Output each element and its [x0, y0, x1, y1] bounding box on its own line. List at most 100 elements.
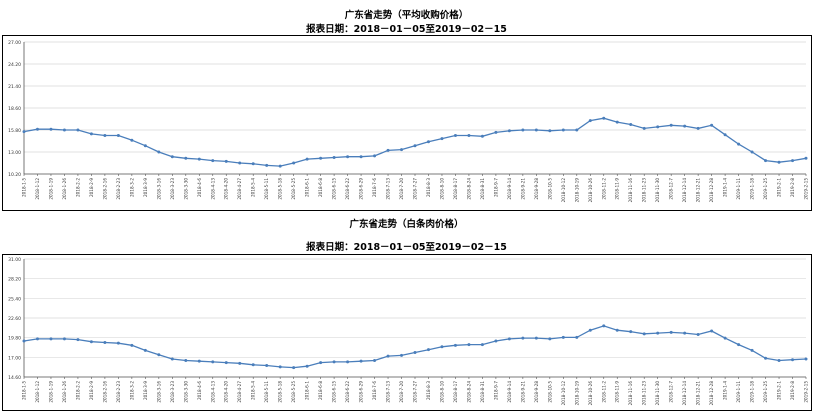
x-tick-label: 2019-1-25 [763, 381, 768, 403]
data-point [804, 156, 808, 160]
data-point [602, 324, 606, 328]
data-point [265, 363, 269, 367]
data-point [750, 348, 754, 352]
x-tick-label: 2018-9-7 [493, 381, 498, 400]
x-tick-label: 2019-1-25 [763, 178, 768, 200]
data-point [575, 335, 579, 339]
x-tick-label: 2018-10-19 [574, 381, 579, 406]
x-tick-label: 2018-3-30 [183, 381, 188, 403]
x-tick-label: 2018-12-28 [709, 381, 714, 406]
data-point [683, 331, 687, 335]
data-point [211, 360, 215, 364]
y-tick-label: 17.00 [8, 355, 21, 361]
x-tick-label: 2018-10-5 [547, 178, 552, 200]
data-point [197, 157, 201, 161]
x-tick-label: 2018-9-14 [507, 381, 512, 403]
x-tick-label: 2018-8-17 [453, 381, 458, 403]
x-tick-label: 2019-2-15 [804, 178, 809, 200]
x-tick-label: 2018-6-1 [305, 381, 310, 400]
x-tick-label: 2018-10-5 [547, 381, 552, 403]
data-point [777, 358, 781, 362]
data-point [467, 343, 471, 347]
x-tick-label: 2018-2-9 [89, 178, 94, 197]
x-tick-label: 2018-4-6 [197, 381, 202, 400]
x-tick-label: 2018-12-7 [669, 381, 674, 403]
x-tick-label: 2019-1-11 [736, 381, 741, 403]
data-point [656, 125, 660, 129]
x-tick-label: 2018-10-12 [561, 178, 566, 203]
x-tick-label: 2018-9-28 [534, 178, 539, 200]
data-point [251, 162, 255, 166]
data-point [211, 159, 215, 163]
x-tick-label: 2019-1-18 [750, 178, 755, 200]
x-tick-label: 2018-11-30 [655, 178, 660, 203]
data-point [534, 128, 538, 132]
series-line [23, 117, 807, 167]
x-tick-label: 2018-10-26 [588, 178, 593, 203]
x-tick-label: 2018-3-9 [143, 178, 148, 197]
data-point [265, 163, 269, 167]
x-tick-label: 2018-10-26 [588, 381, 593, 406]
data-point [386, 148, 390, 152]
data-point [89, 340, 93, 344]
data-point [791, 358, 795, 362]
x-tick-label: 2018-9-21 [520, 381, 525, 403]
data-point [373, 358, 377, 362]
x-tick-label: 2018-1-26 [62, 381, 67, 403]
x-tick-label: 2018-6-22 [345, 381, 350, 403]
x-tick-label: 2018-1-5 [22, 178, 27, 197]
x-tick-label: 2018-1-12 [35, 178, 40, 200]
data-point [804, 357, 808, 361]
data-point [588, 119, 592, 123]
x-tick-label: 2018-6-29 [359, 381, 364, 403]
chart-2-panel: 31.00 28.20 25.40 22.60 19.80 17.00 14.60 2018-… [2, 254, 812, 411]
x-tick-label: 2018-7-20 [399, 381, 404, 403]
x-tick-label: 2018-3-16 [156, 178, 161, 200]
y-tick-label: 18.60 [8, 106, 21, 112]
x-tick-label: 2018-1-12 [35, 381, 40, 403]
y-tick-label: 14.60 [8, 375, 21, 381]
data-point [359, 155, 363, 159]
x-tick-label: 2019-2-8 [790, 381, 795, 400]
x-tick-label: 2018-4-20 [224, 381, 229, 403]
y-tick-label: 19.80 [8, 336, 21, 342]
data-point [49, 127, 53, 131]
data-point [413, 144, 417, 148]
x-tick-label: 2018-7-27 [413, 381, 418, 403]
data-point [413, 351, 417, 355]
data-point [130, 343, 134, 347]
chart-1-panel: 27.00 24.20 21.40 18.60 15.80 13.00 10.20 2018-… [2, 35, 812, 211]
y-tick-label: 15.80 [8, 128, 21, 134]
data-point [224, 361, 228, 365]
data-point [386, 354, 390, 358]
x-tick-label: 2018-2-16 [102, 381, 107, 403]
x-tick-label: 2018-2-2 [75, 178, 80, 197]
data-point [292, 366, 296, 370]
x-tick-label: 2018-4-6 [197, 178, 202, 197]
data-point [561, 335, 565, 339]
data-point [426, 348, 430, 352]
x-tick-label: 2018-8-17 [453, 178, 458, 200]
y-tick-label: 21.40 [8, 84, 21, 90]
x-tick-label: 2018-12-21 [696, 381, 701, 406]
x-tick-label: 2018-12-28 [709, 178, 714, 203]
x-tick-label: 2018-9-14 [507, 178, 512, 200]
x-tick-label: 2018-8-10 [439, 381, 444, 403]
data-point [251, 363, 255, 367]
x-tick-label: 2018-2-9 [89, 381, 94, 400]
x-tick-label: 2019-1-4 [723, 381, 728, 400]
x-tick-label: 2018-4-27 [237, 178, 242, 200]
x-tick-label: 2018-11-16 [628, 381, 633, 406]
data-point [669, 123, 673, 127]
data-point [588, 328, 592, 332]
data-point [346, 155, 350, 159]
data-point [116, 134, 120, 137]
x-tick-label: 2018-6-15 [332, 381, 337, 403]
data-point [278, 365, 282, 369]
y-tick-label: 25.40 [8, 296, 21, 302]
x-tick-label: 2018-11-2 [601, 381, 606, 403]
x-tick-label: 2018-7-13 [386, 178, 391, 200]
data-point [22, 130, 26, 134]
data-point [305, 364, 309, 368]
data-point [76, 128, 80, 132]
